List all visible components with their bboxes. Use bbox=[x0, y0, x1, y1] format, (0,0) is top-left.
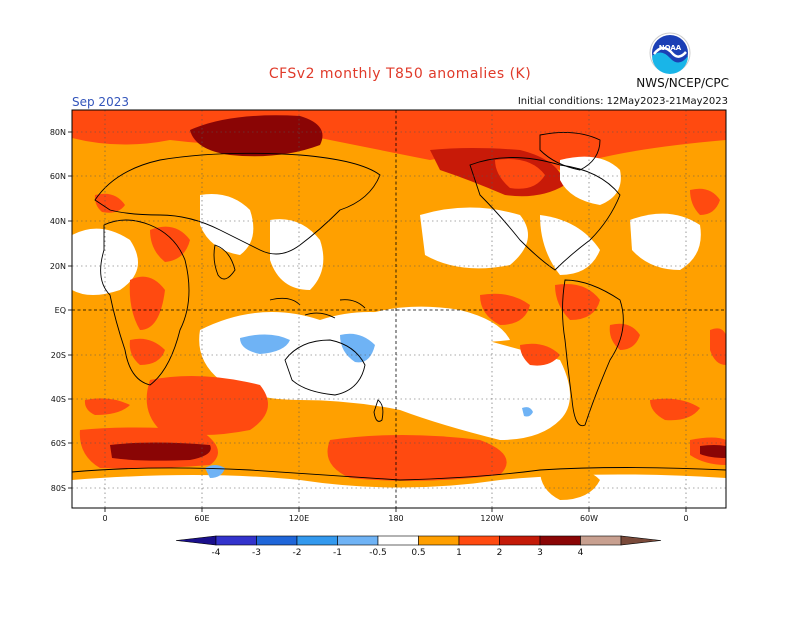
latitude-label: 40N bbox=[50, 217, 66, 226]
colorbar: -4 -3 -2 -1 -0.5 0.5 1 2 3 4 bbox=[175, 535, 662, 558]
latitude-label: 20S bbox=[51, 351, 66, 360]
colorbar-label: 2 bbox=[497, 548, 503, 558]
colorbar-label: -4 bbox=[212, 548, 221, 558]
colorbar-segment bbox=[377, 535, 419, 546]
latitude-labels: 80N 60N 40N 20N EQ 20S 40S 60S 80S bbox=[50, 128, 72, 493]
colorbar-segment bbox=[337, 535, 379, 546]
longitude-label: 180 bbox=[388, 514, 403, 523]
colorbar-label: -2 bbox=[293, 548, 302, 558]
longitude-labels: 0 60E 120E 180 120W 60W 0 bbox=[102, 508, 689, 523]
latitude-label: 20N bbox=[50, 262, 66, 271]
colorbar-segment bbox=[256, 535, 298, 546]
colorbar-arrow-right bbox=[620, 535, 662, 546]
equator-dateline bbox=[72, 110, 726, 508]
longitude-label: 120E bbox=[289, 514, 309, 523]
colorbar-segment bbox=[580, 535, 622, 546]
latitude-label: 80S bbox=[51, 484, 66, 493]
initial-conditions: Initial conditions: 12May2023-21May2023 bbox=[517, 96, 728, 107]
latitude-label: 60S bbox=[51, 439, 66, 448]
latitude-label: 80N bbox=[50, 128, 66, 137]
anomaly-field bbox=[72, 110, 726, 508]
colorbar-label: 4 bbox=[578, 548, 584, 558]
colorbar-segment bbox=[499, 535, 541, 546]
colorbar-segment bbox=[418, 535, 460, 546]
longitude-label: 60W bbox=[580, 514, 598, 523]
longitude-label: 0 bbox=[102, 514, 107, 523]
svg-text:NOAA: NOAA bbox=[659, 44, 682, 52]
agency-label: NWS/NCEP/CPC bbox=[636, 76, 729, 90]
colorbar-label: 1 bbox=[456, 548, 462, 558]
colorbar-segment bbox=[539, 535, 581, 546]
map-frame bbox=[71, 109, 727, 509]
longitude-label: 60E bbox=[194, 514, 209, 523]
colorbar-label: -0.5 bbox=[369, 548, 387, 558]
colorbar-label: -3 bbox=[252, 548, 261, 558]
noaa-logo-icon: NOAA bbox=[649, 32, 691, 74]
colorbar-label: 3 bbox=[537, 548, 543, 558]
colorbar-arrow-left bbox=[175, 535, 217, 546]
colorbar-label: 0.5 bbox=[411, 548, 425, 558]
colorbar-label: -1 bbox=[333, 548, 342, 558]
latitude-label: EQ bbox=[55, 306, 66, 315]
forecast-month: Sep 2023 bbox=[72, 95, 129, 109]
graticule bbox=[72, 110, 726, 508]
latitude-label: 60N bbox=[50, 172, 66, 181]
latitude-label: 40S bbox=[51, 395, 66, 404]
coastlines bbox=[72, 131, 726, 481]
longitude-label: 0 bbox=[683, 514, 688, 523]
colorbar-segment bbox=[215, 535, 257, 546]
colorbar-segment bbox=[296, 535, 338, 546]
map-title: CFSv2 monthly T850 anomalies (K) bbox=[268, 66, 532, 82]
longitude-label: 120W bbox=[480, 514, 503, 523]
colorbar-segment bbox=[458, 535, 500, 546]
